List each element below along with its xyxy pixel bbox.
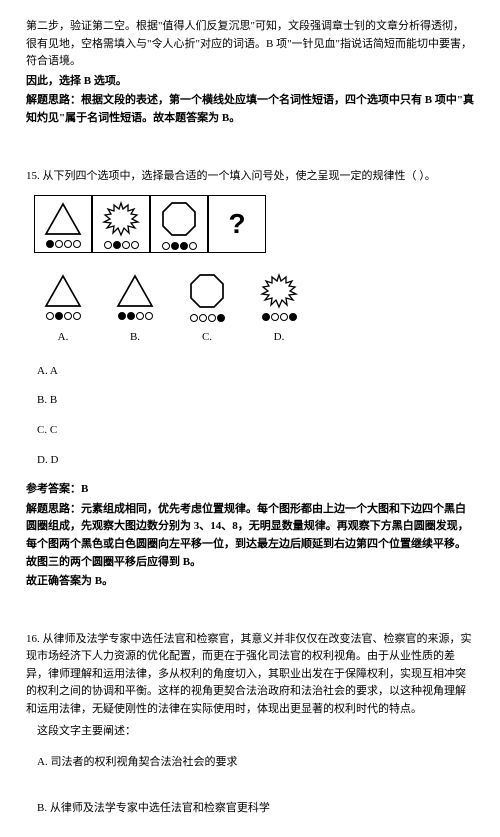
label-d: D. bbox=[274, 329, 285, 347]
star-icon bbox=[259, 272, 299, 310]
q15-fig-1-dots bbox=[46, 240, 81, 248]
star-icon bbox=[101, 200, 141, 238]
q15-exp0: 解题思路：元素组成相同，优先考虑位置规律。每个图形都由上边一个大图和下边四个黑白… bbox=[26, 501, 474, 571]
q15-choice-c: C. C bbox=[26, 422, 474, 440]
q15-question-figures: ? bbox=[34, 195, 474, 253]
top-line1: 第二步，验证第二空。根据"值得人们反复沉思"可知，文段强调章士钊的文章分析得透彻… bbox=[26, 18, 474, 71]
q15-fig-2-dots bbox=[104, 241, 139, 249]
triangle-icon bbox=[43, 201, 83, 237]
q15-choice-b: B. B bbox=[26, 392, 474, 410]
q15-answer: 参考答案：B bbox=[26, 481, 474, 499]
triangle-icon bbox=[43, 273, 83, 309]
q15-choice-a: A. A bbox=[26, 363, 474, 381]
octagon-icon bbox=[187, 271, 227, 311]
q15-fig-3-dots bbox=[162, 242, 197, 250]
octagon-icon bbox=[159, 199, 199, 239]
q15-opt-d-fig: D. bbox=[250, 267, 308, 347]
q15-opt-c-fig: C. bbox=[178, 267, 236, 347]
label-a: A. bbox=[58, 329, 69, 347]
top-line3: 解题思路：根据文段的表述，第一个横线处应填一个名词性短语，四个选项中只有 B 项… bbox=[26, 92, 474, 127]
q16-opt-b: B. 从律师及法学专家中选任法官和检察官更科学 bbox=[26, 800, 474, 818]
q16-opt-a: A. 司法者的权利视角契合法治社会的要求 bbox=[26, 754, 474, 772]
q15-fig-3 bbox=[150, 195, 208, 253]
top-line2: 因此，选择 B 选项。 bbox=[26, 73, 474, 91]
q15-fig-1 bbox=[34, 195, 92, 253]
q16-stem: 16. 从律师及法学专家中选任法官和检察官，其意义并非仅仅在改变法官、检察官的来… bbox=[26, 631, 474, 719]
label-c: C. bbox=[202, 329, 212, 347]
question-mark-icon: ? bbox=[228, 202, 245, 247]
q15-opt-a-fig: A. bbox=[34, 267, 92, 347]
q15-stem: 15. 从下列四个选项中，选择最合适的一个填入问号处，使之呈现一定的规律性（ ）… bbox=[26, 168, 474, 186]
q16-lead: 这段文字主要阐述： bbox=[26, 723, 474, 741]
triangle-icon bbox=[115, 273, 155, 309]
q15-opt-b-fig: B. bbox=[106, 267, 164, 347]
q15-fig-4: ? bbox=[208, 195, 266, 253]
q15-answer-figures: A. B. C. D. bbox=[34, 267, 474, 347]
q15-choice-d: D. D bbox=[26, 452, 474, 470]
q15-exp1: 故正确答案为 B。 bbox=[26, 573, 474, 591]
label-b: B. bbox=[130, 329, 140, 347]
q15-fig-2 bbox=[92, 195, 150, 253]
